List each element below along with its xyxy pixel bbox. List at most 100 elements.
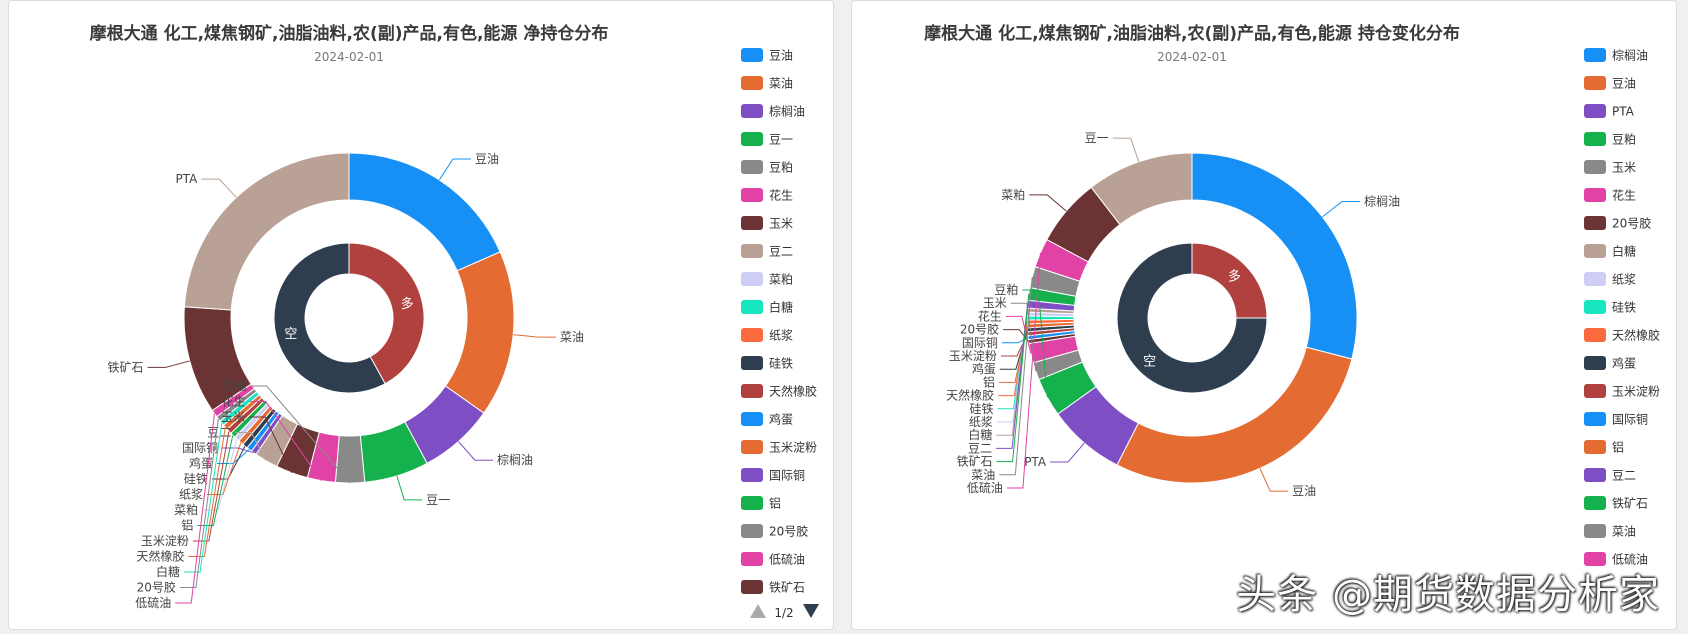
legend-item[interactable]: 20号胶 [1612, 216, 1651, 231]
legend-item[interactable]: 纸浆 [1612, 272, 1636, 287]
legend-item[interactable]: 棕榈油 [1612, 48, 1648, 63]
legend-swatch[interactable] [1584, 244, 1606, 258]
legend-swatch[interactable] [741, 48, 763, 62]
legend-item[interactable]: 白糖 [1612, 244, 1636, 259]
legend-item[interactable]: 豆油 [1612, 77, 1636, 91]
legend-swatch[interactable] [1584, 524, 1606, 538]
legend-item[interactable]: 菜粕 [769, 272, 793, 287]
legend-item[interactable]: 豆油 [769, 49, 793, 63]
legend-item[interactable]: 铁矿石 [769, 581, 805, 595]
legend-swatch[interactable] [741, 496, 763, 510]
legend-item[interactable]: 天然橡胶 [769, 384, 817, 399]
legend-item[interactable]: 硅铁 [769, 357, 793, 371]
outer-slice-菜油[interactable] [444, 251, 515, 414]
inner-slice-空[interactable] [273, 242, 386, 394]
legend-swatch[interactable] [1584, 48, 1606, 62]
legend-swatch[interactable] [741, 104, 763, 118]
legend-swatch[interactable] [1584, 356, 1606, 370]
legend-swatch[interactable] [741, 524, 763, 538]
legend-item[interactable]: 低硫油 [769, 552, 805, 567]
legend-swatch[interactable] [1584, 552, 1606, 566]
leader-line [249, 401, 322, 481]
legend-swatch[interactable] [741, 76, 763, 90]
legend-item[interactable]: 豆二 [769, 245, 793, 259]
legend-swatch[interactable] [741, 188, 763, 202]
legend-item[interactable]: 硅铁 [1612, 301, 1636, 315]
legend-item[interactable]: 玉米 [1612, 161, 1636, 175]
outer-slice-棕榈油[interactable] [1191, 152, 1358, 360]
legend-item[interactable]: 棕榈油 [769, 104, 805, 119]
legend-item[interactable]: 花生 [1612, 188, 1636, 203]
legend-swatch[interactable] [1584, 76, 1606, 90]
legend-swatch[interactable] [1584, 412, 1606, 426]
inner-slice-多[interactable] [348, 242, 425, 385]
legend-swatch[interactable] [1584, 328, 1606, 342]
slice-label: 豆一 [426, 493, 450, 507]
legend-item[interactable]: 豆二 [1612, 469, 1636, 483]
leader-line [396, 475, 423, 501]
legend-swatch[interactable] [1584, 272, 1606, 286]
outer-slice-豆一[interactable] [1090, 152, 1193, 226]
legend-item[interactable]: 国际铜 [1612, 412, 1648, 427]
legend-swatch[interactable] [741, 552, 763, 566]
chart-panel-net-position: 摩根大通 化工,煤焦钢矿,油脂油料,农(副)产品,有色,能源 净持仓分布 2024… [8, 0, 834, 630]
legend-swatch[interactable] [741, 300, 763, 314]
legend-item[interactable]: 豆粕 [769, 160, 793, 175]
legend-swatch[interactable] [1584, 300, 1606, 314]
slice-label: 花生 [222, 394, 246, 409]
legend-swatch[interactable] [741, 412, 763, 426]
pager-up-icon[interactable] [750, 604, 766, 618]
legend-swatch[interactable] [741, 356, 763, 370]
legend-swatch[interactable] [1584, 216, 1606, 230]
legend-item[interactable]: 菜油 [1612, 525, 1636, 539]
leader-line [217, 449, 250, 464]
legend-item[interactable]: 玉米淀粉 [769, 441, 817, 455]
legend-item[interactable]: PTA [1612, 105, 1635, 119]
slice-label: 豆粕 [994, 282, 1018, 297]
legend-swatch[interactable] [741, 272, 763, 286]
legend-item[interactable]: 国际铜 [769, 468, 805, 483]
pager-down-icon[interactable] [803, 604, 819, 618]
position-change-chart: 摩根大通 化工,煤焦钢矿,油脂油料,农(副)产品,有色,能源 持仓变化分布 202… [924, 23, 1660, 567]
legend-swatch[interactable] [741, 468, 763, 482]
legend-item[interactable]: 白糖 [769, 300, 793, 315]
slice-label: 玉米 [983, 296, 1007, 310]
legend-item[interactable]: 花生 [769, 188, 793, 203]
legend-swatch[interactable] [1584, 384, 1606, 398]
legend-swatch[interactable] [1584, 160, 1606, 174]
legend-item[interactable]: 纸浆 [769, 328, 793, 343]
legend-swatch[interactable] [1584, 468, 1606, 482]
legend-item[interactable]: 鸡蛋 [769, 412, 793, 427]
legend-swatch[interactable] [1584, 496, 1606, 510]
slice-label: 国际铜 [962, 335, 998, 350]
legend-swatch[interactable] [741, 328, 763, 342]
legend-item[interactable]: 豆一 [769, 133, 793, 147]
legend-item[interactable]: 豆粕 [1612, 132, 1636, 147]
outer-slice-PTA[interactable] [183, 152, 350, 311]
legend-swatch[interactable] [741, 440, 763, 454]
legend-item[interactable]: 20号胶 [769, 524, 808, 539]
legend-swatch[interactable] [741, 384, 763, 398]
outer-slice-豆粕[interactable] [334, 434, 366, 484]
legend-item[interactable]: 天然橡胶 [1612, 328, 1660, 343]
slice-label: 豆粕 [223, 378, 247, 393]
legend-swatch[interactable] [741, 244, 763, 258]
legend-swatch[interactable] [741, 160, 763, 174]
legend-item[interactable]: 玉米 [769, 217, 793, 231]
legend-swatch[interactable] [1584, 132, 1606, 146]
legend-swatch[interactable] [1584, 188, 1606, 202]
legend-item[interactable]: 玉米淀粉 [1612, 385, 1660, 399]
legend-swatch[interactable] [1584, 104, 1606, 118]
legend-swatch[interactable] [741, 216, 763, 230]
legend-swatch[interactable] [741, 580, 763, 594]
legend-item[interactable]: 铝 [769, 496, 781, 511]
legend-item[interactable]: 菜油 [769, 77, 793, 91]
legend-swatch[interactable] [741, 132, 763, 146]
legend-item[interactable]: 低硫油 [1612, 552, 1648, 567]
legend-item[interactable]: 铝 [1612, 440, 1624, 455]
legend-item[interactable]: 鸡蛋 [1612, 356, 1636, 371]
inner-slice-空[interactable] [1116, 242, 1268, 394]
legend-swatch[interactable] [1584, 440, 1606, 454]
legend-item[interactable]: 铁矿石 [1612, 497, 1648, 511]
leader-line [1112, 137, 1140, 162]
